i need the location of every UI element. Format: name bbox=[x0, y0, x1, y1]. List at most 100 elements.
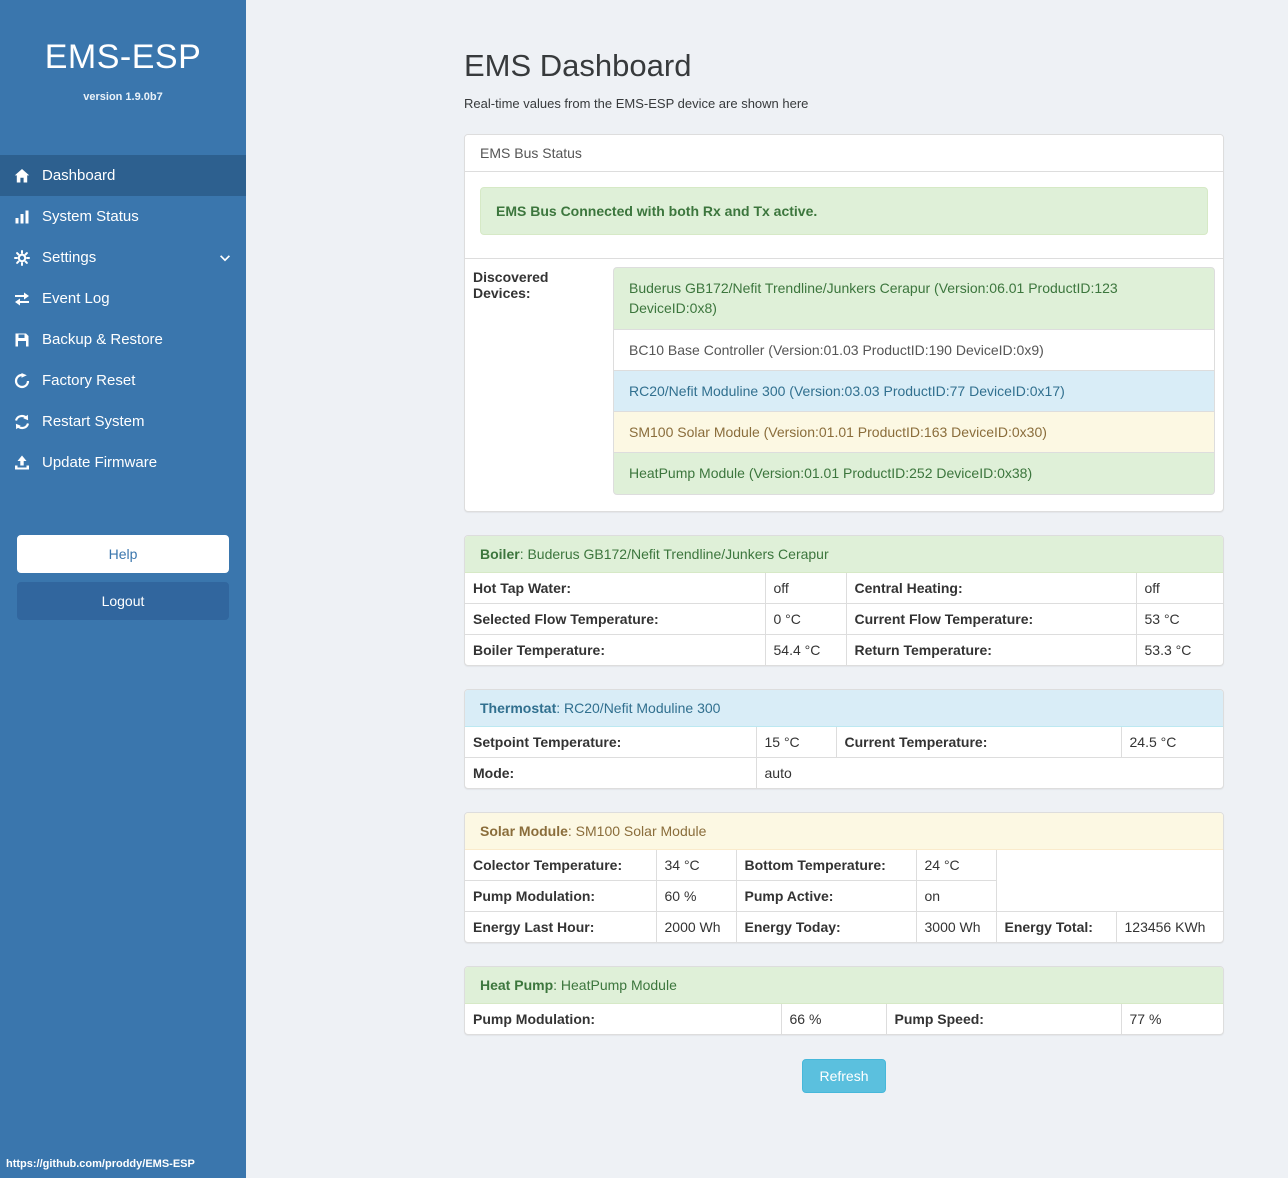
sidebar: EMS-ESP version 1.9.0b7 Dashboard System… bbox=[0, 0, 246, 1178]
sidebar-item-label: Dashboard bbox=[42, 167, 116, 184]
discovered-devices-label: Discovered Devices: bbox=[473, 269, 549, 301]
field-value: 2000 Wh bbox=[655, 910, 737, 942]
sidebar-item-label: Factory Reset bbox=[42, 372, 136, 389]
device-list-item: SM100 Solar Module (Version:01.01 Produc… bbox=[613, 411, 1215, 454]
solar-module-panel: Solar Module: SM100 Solar Module Colecto… bbox=[464, 811, 1224, 943]
table-row: Boiler Temperature: 54.4 °C Return Tempe… bbox=[465, 633, 1223, 665]
sidebar-item-settings[interactable]: Settings bbox=[0, 237, 246, 278]
field-value: 24 °C bbox=[915, 849, 997, 881]
boiler-table: Hot Tap Water: off Central Heating: off … bbox=[465, 572, 1223, 665]
panel-subtitle: : SM100 Solar Module bbox=[567, 822, 707, 839]
field-value: auto bbox=[755, 756, 1223, 788]
field-label: Bottom Temperature: bbox=[735, 849, 917, 881]
field-label: Pump Speed: bbox=[885, 1003, 1122, 1034]
table-row: Selected Flow Temperature: 0 °C Current … bbox=[465, 602, 1223, 635]
table-row: Mode: auto bbox=[465, 756, 1223, 788]
sidebar-item-label: Event Log bbox=[42, 290, 110, 307]
field-label: Energy Total: bbox=[995, 910, 1117, 942]
panel-subtitle: : Buderus GB172/Nefit Trendline/Junkers … bbox=[519, 545, 829, 562]
field-label: Pump Modulation: bbox=[465, 879, 657, 912]
table-row: Setpoint Temperature: 15 °C Current Temp… bbox=[465, 726, 1223, 758]
logout-button[interactable]: Logout bbox=[17, 582, 229, 620]
field-value: on bbox=[915, 879, 996, 912]
rotate-icon bbox=[14, 372, 30, 389]
device-list-item: Buderus GB172/Nefit Trendline/Junkers Ce… bbox=[613, 267, 1215, 330]
field-label: Selected Flow Temperature: bbox=[465, 602, 766, 635]
solar-panel-header: Solar Module: SM100 Solar Module bbox=[465, 812, 1223, 850]
sidebar-item-event-log[interactable]: Event Log bbox=[0, 278, 246, 319]
field-value: 24.5 °C bbox=[1120, 726, 1223, 758]
field-value: 66 % bbox=[780, 1003, 887, 1034]
table-row: Colector Temperature: 34 °C Bottom Tempe… bbox=[465, 849, 1223, 912]
field-label: Colector Temperature: bbox=[465, 849, 657, 881]
field-value: 123456 KWh bbox=[1115, 910, 1223, 942]
field-value: 0 °C bbox=[764, 602, 847, 635]
sidebar-nav: Dashboard System Status Settings bbox=[0, 155, 246, 483]
gear-icon bbox=[14, 249, 30, 266]
device-list: Buderus GB172/Nefit Trendline/Junkers Ce… bbox=[605, 259, 1223, 511]
solar-table: Colector Temperature: 34 °C Bottom Tempe… bbox=[465, 849, 1223, 942]
table-row: Pump Modulation: 60 % Pump Active: on bbox=[465, 879, 1223, 912]
sidebar-item-factory-reset[interactable]: Factory Reset bbox=[0, 360, 246, 401]
heat-pump-panel-header: Heat Pump: HeatPump Module bbox=[465, 966, 1223, 1004]
app-version: version 1.9.0b7 bbox=[83, 91, 163, 103]
table-row: Energy Last Hour: 2000 Wh Energy Today: … bbox=[465, 910, 1223, 942]
sync-icon bbox=[14, 414, 30, 430]
sidebar-item-label: Settings bbox=[42, 249, 97, 266]
panel-title: Heat Pump bbox=[480, 976, 554, 993]
table-row: Pump Modulation: 66 % Pump Speed: 77 % bbox=[465, 1003, 1223, 1034]
heat-pump-table: Pump Modulation: 66 % Pump Speed: 77 % bbox=[465, 1003, 1223, 1034]
thermostat-table: Setpoint Temperature: 15 °C Current Temp… bbox=[465, 726, 1223, 788]
table-row: Hot Tap Water: off Central Heating: off bbox=[465, 572, 1223, 604]
field-label: Current Flow Temperature: bbox=[845, 602, 1137, 635]
thermostat-panel-header: Thermostat: RC20/Nefit Moduline 300 bbox=[465, 689, 1223, 727]
field-value: 34 °C bbox=[655, 849, 737, 881]
app-brand: EMS-ESP bbox=[44, 38, 202, 76]
sidebar-item-label: Restart System bbox=[42, 413, 145, 430]
thermostat-panel: Thermostat: RC20/Nefit Moduline 300 Setp… bbox=[464, 688, 1224, 789]
save-icon bbox=[14, 332, 30, 348]
github-link[interactable]: https://github.com/proddy/EMS-ESP bbox=[6, 1158, 195, 1170]
sidebar-item-dashboard[interactable]: Dashboard bbox=[0, 155, 246, 196]
device-list-item: HeatPump Module (Version:01.01 ProductID… bbox=[613, 452, 1215, 495]
field-label: Current Temperature: bbox=[835, 726, 1122, 758]
field-value: off bbox=[764, 572, 847, 604]
field-label: Pump Active: bbox=[735, 879, 917, 912]
exchange-icon bbox=[14, 291, 30, 307]
panel-title: Solar Module bbox=[480, 822, 568, 839]
sidebar-item-update-firmware[interactable]: Update Firmware bbox=[0, 442, 246, 483]
field-label: Return Temperature: bbox=[845, 633, 1137, 665]
main-content: EMS Dashboard Real-time values from the … bbox=[246, 0, 1288, 1178]
field-label: Hot Tap Water: bbox=[465, 572, 766, 604]
boiler-panel-header: Boiler: Buderus GB172/Nefit Trendline/Ju… bbox=[465, 535, 1223, 573]
sidebar-item-label: System Status bbox=[42, 208, 139, 225]
panel-subtitle: : HeatPump Module bbox=[553, 976, 677, 993]
upload-icon bbox=[14, 455, 30, 471]
device-list-item: RC20/Nefit Moduline 300 (Version:03.03 P… bbox=[613, 369, 1215, 413]
field-value: 53 °C bbox=[1135, 602, 1223, 635]
empty-cell bbox=[995, 849, 1223, 912]
chevron-down-icon bbox=[218, 251, 232, 265]
refresh-button[interactable]: Refresh bbox=[802, 1058, 886, 1093]
discovered-devices-row: Discovered Devices: Buderus GB172/Nefit … bbox=[465, 258, 1223, 511]
field-value: 60 % bbox=[655, 879, 737, 912]
bar-chart-icon bbox=[14, 209, 30, 225]
panel-title: Thermostat bbox=[480, 699, 557, 716]
heat-pump-panel: Heat Pump: HeatPump Module Pump Modulati… bbox=[464, 965, 1224, 1035]
device-list-item: BC10 Base Controller (Version:01.03 Prod… bbox=[613, 328, 1215, 371]
field-value: 15 °C bbox=[755, 726, 837, 758]
help-button[interactable]: Help bbox=[17, 535, 229, 573]
field-label: Pump Modulation: bbox=[465, 1003, 782, 1034]
sidebar-item-restart-system[interactable]: Restart System bbox=[0, 401, 246, 442]
sidebar-item-label: Update Firmware bbox=[42, 454, 158, 471]
page-title: EMS Dashboard bbox=[464, 48, 692, 83]
field-value: 3000 Wh bbox=[915, 910, 997, 942]
page-subtitle: Real-time values from the EMS-ESP device… bbox=[464, 96, 809, 111]
bus-status-alert: EMS Bus Connected with both Rx and Tx ac… bbox=[480, 187, 1208, 235]
home-icon bbox=[14, 168, 30, 184]
panel-title: Boiler bbox=[480, 545, 520, 562]
sidebar-item-system-status[interactable]: System Status bbox=[0, 196, 246, 237]
field-value: 54.4 °C bbox=[764, 633, 847, 665]
sidebar-item-backup-restore[interactable]: Backup & Restore bbox=[0, 319, 246, 360]
ems-bus-status-panel: EMS Bus Status EMS Bus Connected with bo… bbox=[464, 134, 1224, 512]
